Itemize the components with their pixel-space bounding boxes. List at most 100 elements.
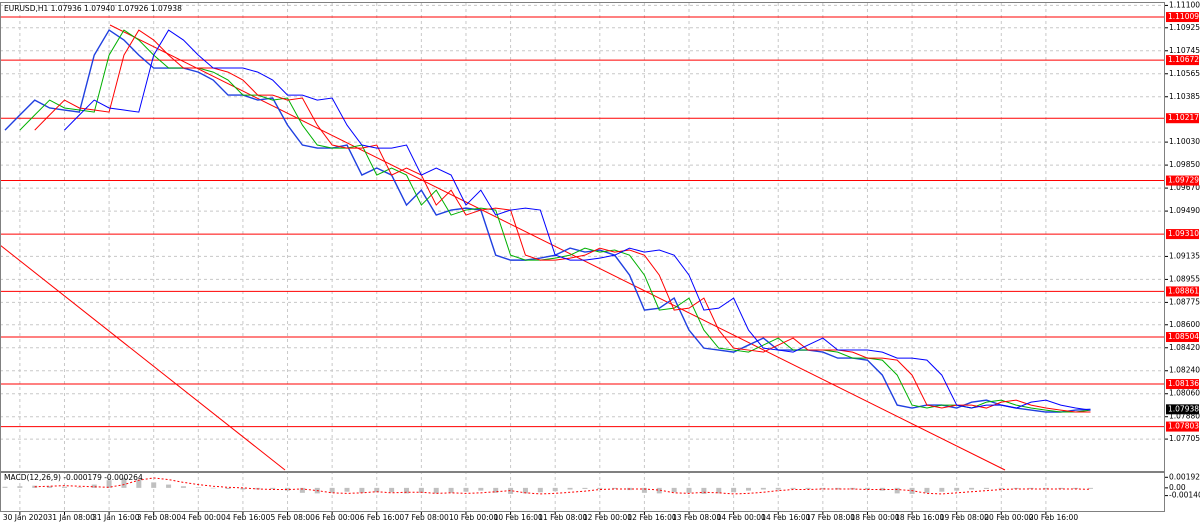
level-label-box xyxy=(1166,55,1199,66)
y-tick-label: 1.10385 xyxy=(1169,92,1200,101)
histogram-bar xyxy=(1028,487,1034,489)
x-tick-label: 14 Feb 00:00 xyxy=(717,513,766,522)
x-tick-label: 4 Feb 00:00 xyxy=(181,513,226,522)
histogram-bar xyxy=(835,487,841,490)
histogram-bar xyxy=(359,487,365,493)
histogram-bar xyxy=(493,487,499,493)
histogram-bar xyxy=(582,487,588,489)
histogram-bar xyxy=(433,487,439,494)
histogram-bar xyxy=(775,487,781,490)
last-price-label: 1.07938 xyxy=(1168,404,1199,413)
level-label: 1.09310 xyxy=(1168,229,1199,238)
y-tick-label: 1.09850 xyxy=(1169,160,1200,169)
x-tick-label: 30 Jan 2020 xyxy=(3,513,48,522)
histogram-bar xyxy=(61,486,67,488)
price-line xyxy=(4,29,1091,413)
y-tick-label: 1.10030 xyxy=(1169,137,1200,146)
histogram-bar xyxy=(17,486,23,488)
histogram-bar xyxy=(954,487,960,491)
x-tick-label: 14 Feb 16:00 xyxy=(761,513,810,522)
histogram-bar xyxy=(1088,487,1094,489)
histogram-bar xyxy=(939,487,945,492)
histogram-bar xyxy=(567,487,573,490)
histogram-bar xyxy=(686,487,692,493)
y-tick-label: 1.09670 xyxy=(1169,183,1200,192)
x-tick-label: 17 Feb 08:00 xyxy=(806,513,855,522)
x-tick-label: 12 Feb 16:00 xyxy=(627,513,676,522)
histogram-bar xyxy=(121,477,127,488)
histogram-bar xyxy=(418,487,424,493)
x-tick-label: 10 Feb 00:00 xyxy=(449,513,498,522)
histogram-bar xyxy=(894,487,900,494)
y-tick-label: 1.07880 xyxy=(1169,412,1200,421)
histogram-bar xyxy=(374,487,380,493)
y-tick-label: 1.11100 xyxy=(1169,0,1200,9)
histogram-bar xyxy=(1058,487,1064,489)
axis-layer: 1.11100 1.10925 1.10745 1.10565 1.10385 1.100… xyxy=(3,0,1200,522)
histogram-bar xyxy=(344,487,350,492)
x-tick-label: 6 Feb 16:00 xyxy=(360,513,405,522)
x-tick-label: 3 Feb 08:00 xyxy=(137,513,182,522)
trendline xyxy=(0,244,286,471)
y-tick-label: 1.09135 xyxy=(1169,251,1200,260)
x-tick-label: 11 Feb 08:00 xyxy=(538,513,587,522)
histogram-bar xyxy=(731,487,737,493)
y-tick-label: 1.08060 xyxy=(1169,389,1200,398)
histogram-bar xyxy=(478,487,484,491)
level-label: 1.08136 xyxy=(1168,379,1199,388)
histogram-bar xyxy=(270,487,276,489)
histogram-bar xyxy=(47,486,53,488)
y-tick-label: 1.08600 xyxy=(1169,320,1200,329)
histogram-bar xyxy=(389,487,395,493)
y-tick-label: 0.001921 xyxy=(1169,472,1200,481)
level-label: 1.07803 xyxy=(1168,422,1199,431)
histogram-bar xyxy=(983,487,989,489)
histogram-bar xyxy=(1013,487,1019,489)
level-label-box xyxy=(1166,286,1199,297)
y-tick-label: 1.07705 xyxy=(1169,434,1200,443)
x-tick-label: 10 Feb 16:00 xyxy=(494,513,543,522)
x-tick-label: 4 Feb 16:00 xyxy=(226,513,271,522)
level-label-box xyxy=(1166,12,1199,23)
histogram-bar xyxy=(151,482,157,488)
moving-average xyxy=(34,29,1091,413)
x-tick-label: 20 Feb 00:00 xyxy=(984,513,1033,522)
moving-average xyxy=(64,29,1091,411)
histogram-bar xyxy=(329,487,335,493)
histogram-bar xyxy=(166,484,172,488)
level-label: 1.08861 xyxy=(1168,286,1199,295)
histogram-bar xyxy=(864,487,870,490)
x-tick-label: 13 Feb 08:00 xyxy=(672,513,721,522)
x-tick-label: 31 Jan 16:00 xyxy=(92,513,140,522)
histogram-bar xyxy=(924,487,930,493)
histogram-bar xyxy=(716,487,722,494)
histogram-bar xyxy=(76,487,82,488)
signal-line xyxy=(34,477,1091,495)
y-tick-label: 1.09490 xyxy=(1169,206,1200,215)
histogram-bar xyxy=(820,487,826,489)
macd-title: MACD(12,26,9) -0.000179 -0.000264 xyxy=(4,473,143,482)
histogram-bar xyxy=(790,487,796,489)
histogram-bar xyxy=(998,487,1004,489)
histogram-bar xyxy=(671,487,677,493)
histogram-bar xyxy=(760,487,766,490)
level-label-box xyxy=(1166,379,1199,390)
y-tick-label: 1.10745 xyxy=(1169,46,1200,55)
level-label-box xyxy=(1166,421,1199,432)
trendlines xyxy=(0,24,1006,471)
histogram-bar xyxy=(879,487,885,491)
histogram-bar xyxy=(656,487,662,494)
level-label: 1.09729 xyxy=(1168,176,1199,185)
histogram-bar xyxy=(180,486,186,488)
y-tick-label: -0.001405 xyxy=(1169,491,1200,500)
level-label: 1.11009 xyxy=(1168,12,1199,21)
x-tick-label: 20 Feb 16:00 xyxy=(1029,513,1078,522)
last-price-box xyxy=(1166,404,1199,415)
y-tick-label: 1.08955 xyxy=(1169,274,1200,283)
y-tick-label: 1.08420 xyxy=(1169,343,1200,352)
x-tick-label: 6 Feb 00:00 xyxy=(315,513,360,522)
histogram-bar xyxy=(1073,487,1079,489)
y-tick-label: 1.10925 xyxy=(1169,23,1200,32)
